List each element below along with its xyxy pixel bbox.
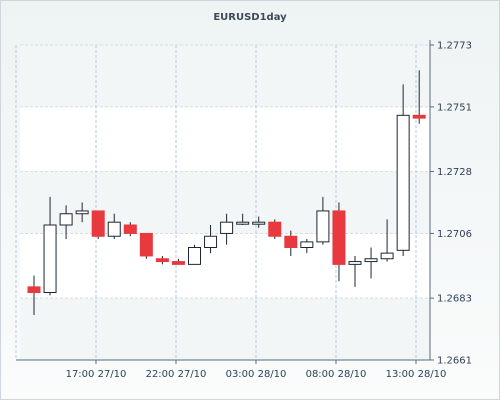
candle <box>412 70 426 124</box>
y-tick-label: 1.2773 <box>437 41 472 52</box>
candle-body-down <box>139 232 153 257</box>
y-tick-label: 1.2683 <box>437 294 472 305</box>
y-tick-label: 1.2728 <box>437 167 472 178</box>
candle-body-down <box>268 221 282 237</box>
candle <box>171 258 185 265</box>
candle <box>252 216 266 228</box>
plot-band <box>20 45 430 107</box>
candle-body-up <box>380 252 394 260</box>
candle-body-up <box>300 241 314 248</box>
candle <box>364 247 378 279</box>
candle-body-up <box>75 210 89 215</box>
candle <box>123 222 137 237</box>
candle-body-up <box>204 235 218 248</box>
candle-body-down <box>155 258 169 263</box>
candle <box>91 210 105 240</box>
candle <box>204 225 218 254</box>
candle-body-up <box>236 221 250 225</box>
candle-body-up <box>59 213 73 226</box>
candle <box>75 202 89 223</box>
candle <box>139 232 153 259</box>
candle-body-up <box>43 224 57 293</box>
candle-body-up <box>348 261 362 265</box>
candle-body-down <box>123 224 137 234</box>
candle-body-up <box>220 221 234 234</box>
candle <box>380 219 394 262</box>
axes <box>16 40 431 361</box>
candle <box>27 275 41 315</box>
candle <box>284 230 298 256</box>
candle <box>236 213 250 225</box>
candle-body-up <box>252 221 266 225</box>
candle <box>43 196 57 296</box>
candle <box>300 239 314 254</box>
candle <box>332 202 346 282</box>
candle-body-up <box>364 258 378 263</box>
x-tick-label: 22:00 27/10 <box>146 369 207 380</box>
candle <box>155 255 169 265</box>
candle-body-down <box>412 114 426 119</box>
candle <box>348 255 362 287</box>
y-tick-label: 1.2706 <box>437 229 472 240</box>
y-tick-label: 1.2751 <box>437 102 472 113</box>
candle <box>316 196 330 245</box>
candle <box>59 205 73 240</box>
candle-body-down <box>284 235 298 248</box>
candles <box>27 70 426 315</box>
candle <box>107 213 121 240</box>
x-tick-label: 17:00 27/10 <box>66 369 127 380</box>
candle-body-down <box>91 210 105 237</box>
plot-band <box>20 298 430 360</box>
candle-body-down <box>332 210 346 265</box>
candle-body-up <box>107 221 121 237</box>
y-tick-label: 1.2661 <box>437 356 472 367</box>
candle <box>396 84 410 256</box>
x-tick-label: 03:00 28/10 <box>226 369 287 380</box>
plot-background <box>20 45 430 360</box>
chart-title: EURUSD1day <box>213 12 287 23</box>
candle <box>220 213 234 245</box>
x-axis-ticks: 17:00 27/10 22:00 27/10 03:00 28/10 08:00 2… <box>66 360 447 380</box>
candle-body-up <box>316 210 330 243</box>
candle <box>268 219 282 240</box>
x-tick-label: 08:00 28/10 <box>306 369 367 380</box>
candle-body-up <box>396 114 410 251</box>
candle <box>188 244 201 265</box>
x-tick-label: 13:00 28/10 <box>386 369 447 380</box>
y-axis-ticks: 1.2773 1.2751 1.2728 1.2706 1.2683 1.2661 <box>430 41 472 367</box>
candle-body-up <box>188 247 201 265</box>
candle-body-down <box>27 286 41 293</box>
candle-body-down <box>171 261 185 265</box>
